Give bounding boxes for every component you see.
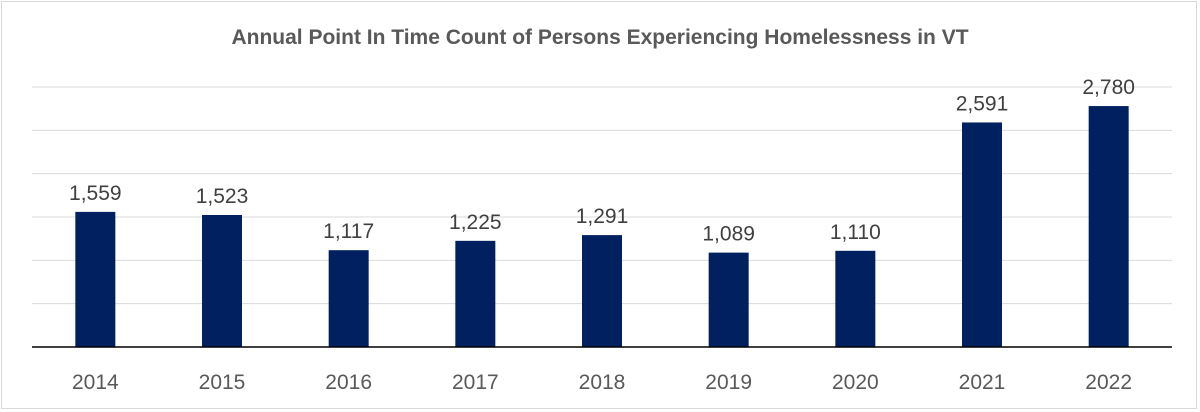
x-tick-labels: 2014 2015 2016 2017 2018 2019 2020 2021 2022 bbox=[72, 371, 1132, 394]
x-tick-2016: 2016 bbox=[325, 371, 372, 394]
data-label-2022: 2,780 bbox=[1082, 76, 1135, 99]
data-label-2021: 2,591 bbox=[956, 92, 1009, 115]
bar-2014 bbox=[75, 211, 116, 347]
bars bbox=[75, 106, 1129, 348]
x-tick-2018: 2018 bbox=[579, 371, 626, 394]
x-tick-2014: 2014 bbox=[72, 371, 119, 394]
bar-2017 bbox=[455, 240, 496, 347]
data-label-2014: 1,559 bbox=[69, 182, 122, 205]
data-label-2020: 1,110 bbox=[830, 221, 881, 244]
x-tick-2022: 2022 bbox=[1085, 371, 1132, 394]
data-label-2019: 1,089 bbox=[702, 223, 755, 246]
bar-2015 bbox=[202, 215, 242, 347]
bar-2019 bbox=[708, 252, 749, 347]
x-tick-2021: 2021 bbox=[959, 371, 1006, 394]
x-tick-2020: 2020 bbox=[832, 371, 879, 394]
bar-2020 bbox=[835, 250, 876, 347]
bar-2021 bbox=[962, 122, 1002, 348]
chart-title: Annual Point In Time Count of Persons Ex… bbox=[231, 26, 969, 49]
x-tick-2017: 2017 bbox=[452, 371, 499, 394]
data-label-2018: 1,291 bbox=[576, 205, 629, 228]
bar-2016 bbox=[328, 250, 369, 347]
x-tick-2015: 2015 bbox=[199, 371, 246, 394]
bar-2022 bbox=[1088, 106, 1129, 347]
data-label-2017: 1,225 bbox=[449, 211, 502, 234]
data-label-2016: 1,117 bbox=[323, 220, 374, 243]
x-tick-2019: 2019 bbox=[705, 371, 752, 394]
data-labels: 1,559 1,523 1,117 1,225 1,291 1,089 1,110 2,591… bbox=[69, 76, 1135, 246]
data-label-2015: 1,523 bbox=[196, 185, 249, 208]
bar-2018 bbox=[582, 235, 622, 347]
